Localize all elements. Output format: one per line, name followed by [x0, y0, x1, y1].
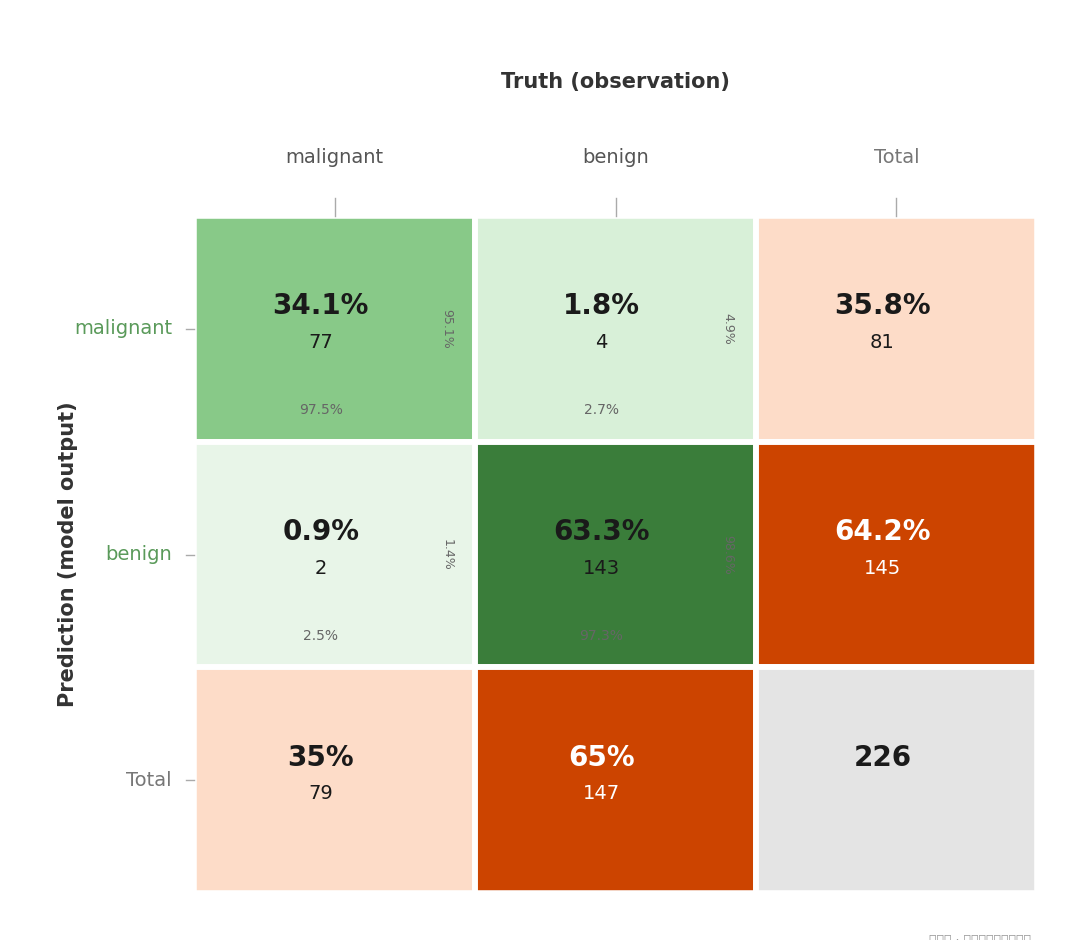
Text: 65%: 65%: [568, 744, 635, 772]
Text: malignant: malignant: [286, 148, 383, 166]
Text: 143: 143: [583, 558, 620, 578]
Text: malignant: malignant: [73, 320, 172, 338]
Text: benign: benign: [582, 148, 649, 166]
Text: 98.6%: 98.6%: [721, 535, 734, 574]
Bar: [475, 667, 756, 893]
Text: 35.8%: 35.8%: [834, 292, 931, 321]
Text: 97.5%: 97.5%: [299, 403, 342, 417]
Text: Total: Total: [126, 771, 172, 790]
Bar: [475, 442, 756, 667]
Text: 79: 79: [309, 784, 333, 804]
Text: Prediction (model output): Prediction (model output): [58, 401, 78, 708]
Text: 63.3%: 63.3%: [553, 518, 650, 546]
Bar: [756, 216, 1037, 442]
Text: 147: 147: [583, 784, 620, 804]
Text: 35%: 35%: [287, 744, 354, 772]
Text: 公众号 · 数据统计和机器学习: 公众号 · 数据统计和机器学习: [929, 933, 1031, 940]
Text: 145: 145: [864, 558, 901, 578]
Text: 97.3%: 97.3%: [580, 629, 623, 643]
Text: 64.2%: 64.2%: [834, 518, 931, 546]
Text: benign: benign: [105, 545, 172, 564]
Text: Total: Total: [874, 148, 919, 166]
Text: 1.4%: 1.4%: [441, 539, 454, 571]
Bar: [194, 667, 475, 893]
Text: Truth (observation): Truth (observation): [501, 72, 730, 92]
Text: 2: 2: [314, 558, 327, 578]
Text: 4.9%: 4.9%: [721, 313, 734, 345]
Text: 4: 4: [595, 333, 608, 352]
Bar: [194, 216, 475, 442]
Text: 2.7%: 2.7%: [584, 403, 619, 417]
Text: 2.5%: 2.5%: [303, 629, 338, 643]
Bar: [475, 216, 756, 442]
Bar: [756, 667, 1037, 893]
Text: 81: 81: [870, 333, 894, 352]
Text: 95.1%: 95.1%: [441, 309, 454, 349]
Text: 34.1%: 34.1%: [272, 292, 369, 321]
Text: 226: 226: [853, 744, 912, 772]
Bar: [194, 442, 475, 667]
Text: 77: 77: [309, 333, 333, 352]
Text: 1.8%: 1.8%: [563, 292, 640, 321]
Bar: [756, 442, 1037, 667]
Text: 0.9%: 0.9%: [282, 518, 360, 546]
